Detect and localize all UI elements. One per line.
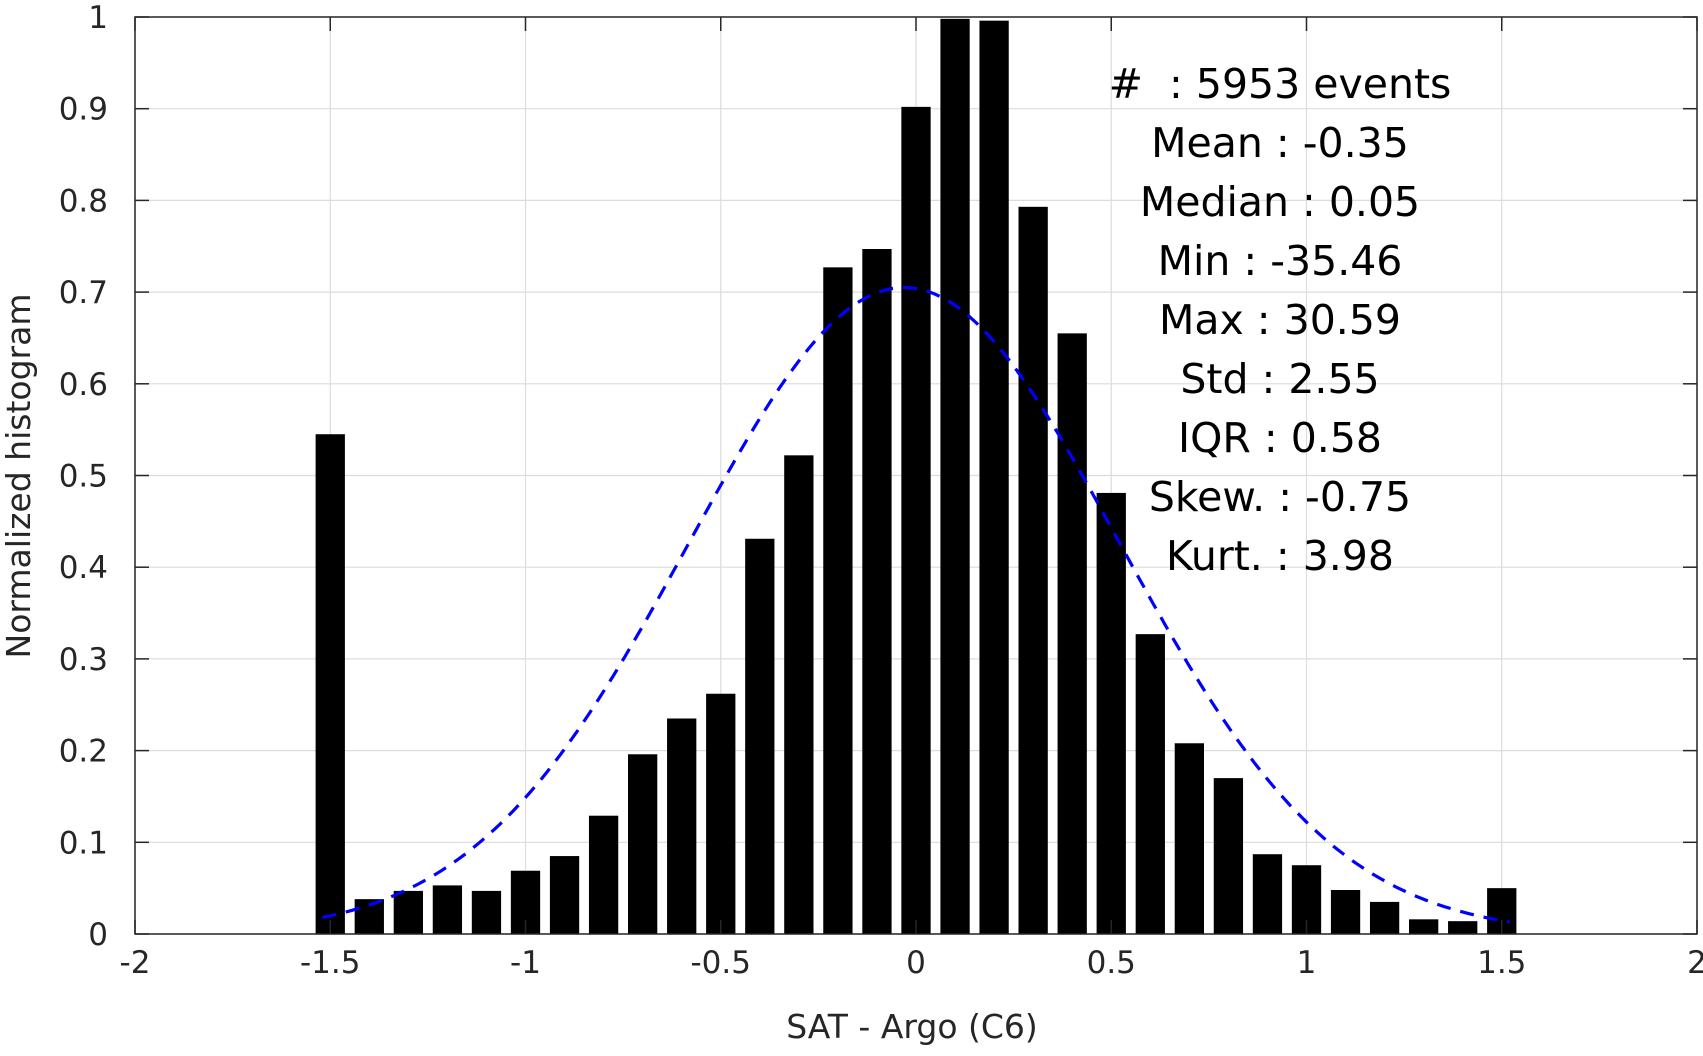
statistics-box: # : 5953 events Mean : -0.35 Median : 0.05… [1109,60,1452,580]
normal-fit-curve [322,285,1510,924]
histogram-bar [1174,743,1204,934]
histogram-bar [1330,889,1361,934]
x-tick-label: -1 [510,945,541,981]
x-tick-label: 0.5 [1087,945,1136,981]
histogram-bar [823,267,853,934]
y-tick-label: 0.2 [59,734,108,770]
x-tick-labels: -2 -1.5 -1 -0.5 0 0.5 1 1.5 2 [120,945,1703,981]
histogram-bar [1369,901,1400,934]
stats-line: Mean : -0.35 [1151,119,1409,167]
y-tick-label: 1 [88,0,108,36]
y-axis-label: Normalized histogram [0,294,38,659]
normal-fit-curve-group [322,285,1510,924]
y-tick-label: 0.4 [59,550,108,586]
x-axis-label: SAT - Argo (C6) [786,1007,1038,1046]
histogram-bar [1213,778,1244,934]
x-tick-label: 2 [1687,945,1703,981]
stats-line: Std : 2.55 [1180,355,1379,403]
histogram-bar [745,538,775,934]
histogram-bar [432,885,463,934]
histogram-bar [588,815,619,934]
histogram-bars [315,18,1517,935]
x-tick-label: 1 [1297,945,1317,981]
histogram-bar [315,434,345,934]
histogram-bar [1018,206,1048,935]
stats-line: # : 5953 events [1109,60,1452,108]
histogram-bar [1135,634,1165,934]
y-tick-label: 0.5 [59,459,108,495]
stats-line: Max : 30.59 [1159,296,1401,344]
histogram-bar [1252,854,1283,934]
histogram-bar [1448,921,1478,934]
x-tick-label: 1.5 [1477,945,1526,981]
histogram-bar [940,18,970,935]
y-tick-label: 0.8 [59,183,108,219]
y-tick-label: 0.1 [59,825,108,861]
histogram-bar [1057,333,1087,934]
histogram-bar [706,693,736,934]
histogram-bar [1409,919,1439,934]
y-tick-labels: 0 0.1 0.2 0.3 0.4 0.5 0.6 0.7 0.8 0.9 1 [59,0,108,953]
x-tick-label: 0 [906,945,926,981]
histogram-bar [393,890,423,934]
histogram-bar [549,856,580,934]
y-tick-label: 0.3 [59,642,108,678]
histogram-bar [784,455,814,934]
y-tick-label: 0.6 [59,367,108,403]
y-tick-label: 0.9 [59,92,108,128]
y-tick-label: 0.7 [59,275,108,311]
histogram-bar [901,106,931,935]
histogram-bar [1096,492,1126,934]
histogram-bar [979,20,1009,935]
stats-line: Kurt. : 3.98 [1166,532,1394,580]
x-tick-label: -0.5 [691,945,752,981]
histogram-bar [628,754,658,934]
axes-frame [134,16,1698,935]
x-tick-label: -1.5 [300,945,361,981]
histogram-bar [667,718,697,934]
x-tick-label: -2 [120,945,151,981]
histogram-bar [471,890,502,934]
stats-line: Skew. : -0.75 [1149,473,1411,521]
stats-line: Median : 0.05 [1140,178,1420,226]
stats-line: IQR : 0.58 [1178,414,1382,462]
histogram-bar [862,249,892,935]
stats-line: Min : -35.46 [1158,237,1403,285]
y-tick-label: 0 [88,917,108,953]
